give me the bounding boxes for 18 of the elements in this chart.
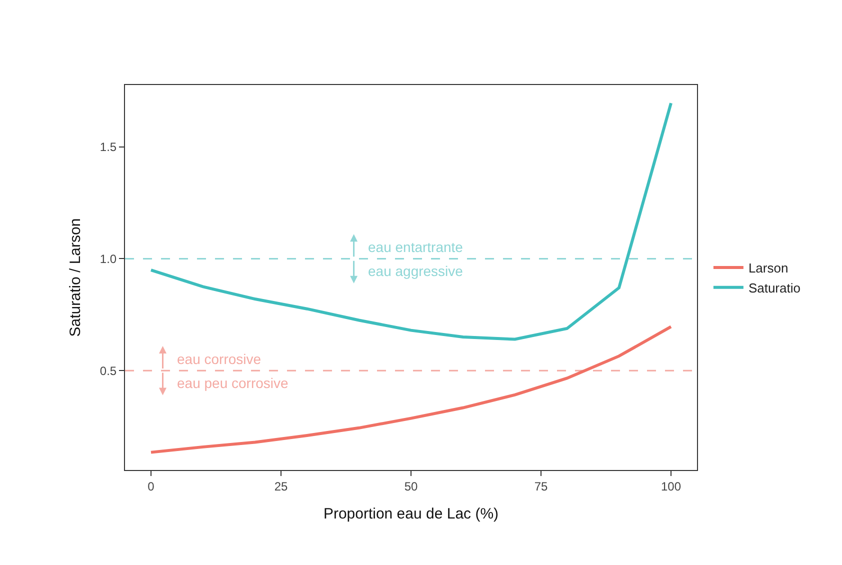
x-tick-label: 75 [534, 479, 548, 494]
x-axis-title: Proportion eau de Lac (%) [323, 505, 499, 522]
line-series [150, 102, 672, 341]
annotation: eau aggressive [368, 263, 464, 279]
legend-label: Larson [748, 260, 788, 276]
x-tick-label: 100 [660, 479, 682, 494]
y-tick-label: 1.0 [100, 252, 117, 266]
y-axis-title: Saturatio / Larson [67, 218, 84, 337]
legend-label: Saturatio [748, 280, 800, 296]
annotation: eau peu corrosive [177, 375, 289, 391]
line-series [150, 325, 672, 454]
annotation: eau corrosive [177, 351, 262, 367]
x-tick-label: 25 [274, 479, 288, 494]
x-tick-label: 50 [404, 479, 418, 494]
annotation: eau entartrante [368, 239, 464, 255]
y-tick-label: 1.5 [100, 140, 117, 154]
x-tick-label: 0 [148, 479, 155, 494]
y-tick-label: 0.5 [100, 364, 117, 378]
